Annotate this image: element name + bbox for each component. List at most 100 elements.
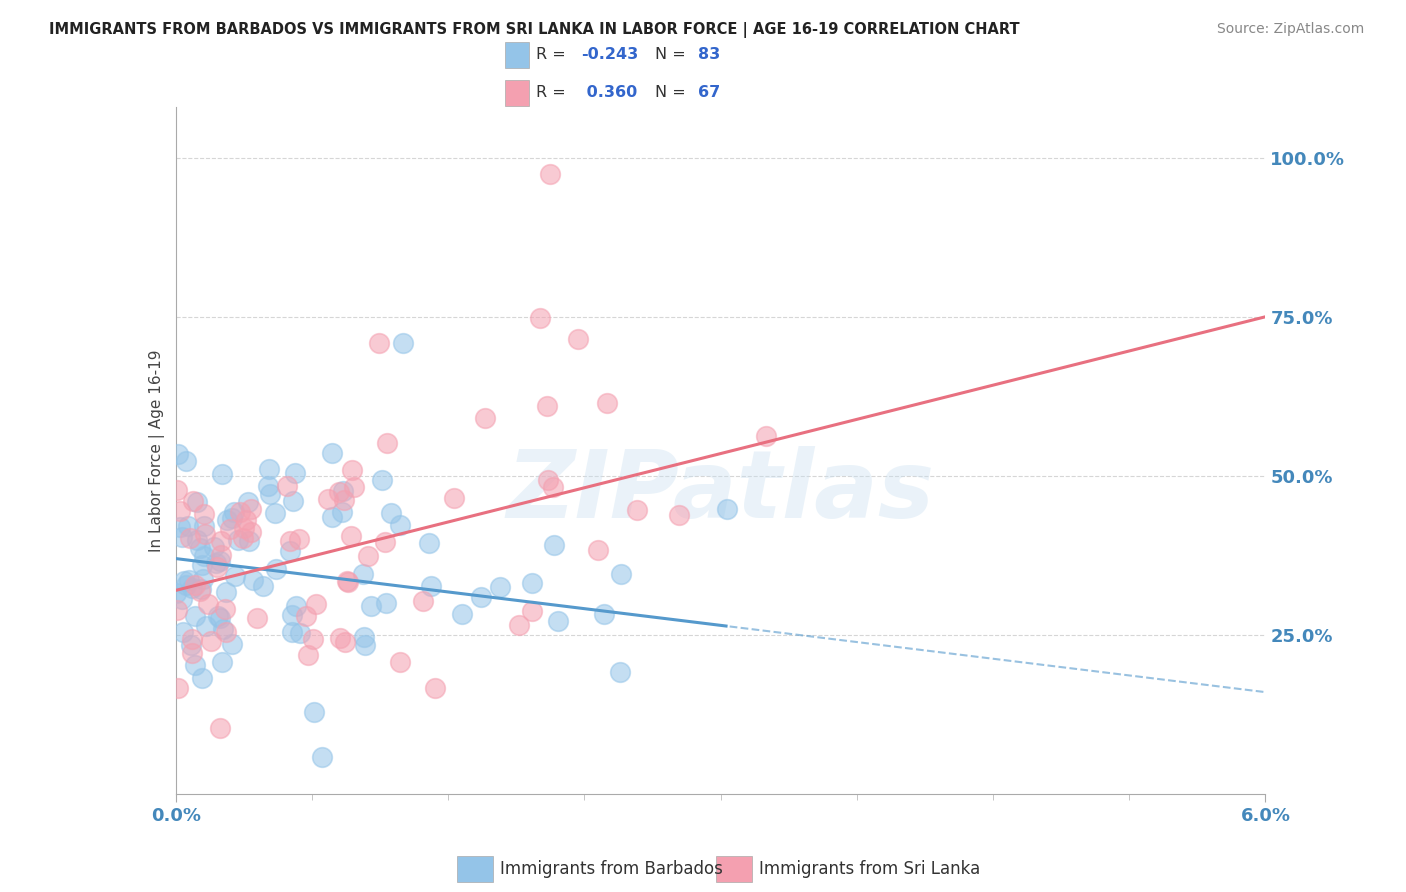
Point	[177, 573, 200, 587]
Point	[588, 543, 610, 558]
Point	[173, 574, 195, 588]
Point	[328, 484, 350, 499]
Point	[297, 648, 319, 662]
Text: Source: ZipAtlas.com: Source: ZipAtlas.com	[1216, 22, 1364, 37]
Point	[626, 503, 648, 517]
Text: 83: 83	[697, 47, 720, 62]
Point	[284, 466, 307, 480]
Point	[215, 625, 238, 640]
Point	[236, 494, 259, 508]
Point	[257, 461, 280, 475]
Point	[541, 480, 564, 494]
Point	[329, 632, 352, 646]
Point	[186, 533, 208, 547]
Point	[193, 508, 215, 522]
Point	[240, 524, 263, 539]
Point	[170, 592, 193, 607]
Point	[536, 399, 558, 413]
Point	[336, 574, 359, 588]
Point	[181, 581, 204, 595]
Point	[235, 513, 257, 527]
Text: IMMIGRANTS FROM BARBADOS VS IMMIGRANTS FROM SRI LANKA IN LABOR FORCE | AGE 16-19: IMMIGRANTS FROM BARBADOS VS IMMIGRANTS F…	[49, 22, 1019, 38]
Text: -0.243: -0.243	[582, 47, 638, 62]
Text: R =: R =	[536, 47, 571, 62]
Point	[302, 705, 325, 719]
Point	[193, 519, 215, 533]
Point	[238, 533, 260, 548]
Point	[353, 630, 375, 644]
Point	[288, 626, 311, 640]
Point	[522, 575, 544, 590]
Point	[305, 597, 328, 611]
Point	[423, 681, 446, 695]
Point	[609, 665, 631, 680]
Point	[281, 493, 304, 508]
Text: ZIPatlas: ZIPatlas	[506, 446, 935, 538]
Point	[330, 505, 353, 519]
Point	[246, 611, 269, 625]
Point	[311, 750, 333, 764]
Point	[184, 578, 207, 592]
Y-axis label: In Labor Force | Age 16-19: In Labor Force | Age 16-19	[149, 349, 165, 552]
Point	[529, 310, 551, 325]
Point	[371, 473, 394, 487]
Point	[176, 519, 198, 533]
Point	[259, 487, 281, 501]
Point	[193, 572, 215, 586]
Point	[166, 483, 188, 497]
Bar	[505, 42, 529, 68]
Point	[256, 478, 278, 492]
Point	[543, 538, 565, 552]
Point	[202, 540, 225, 554]
Point	[316, 492, 339, 507]
Point	[536, 473, 558, 487]
Point	[211, 467, 233, 481]
Point	[195, 618, 218, 632]
Point	[716, 502, 738, 516]
Point	[193, 549, 215, 563]
Point	[278, 533, 301, 548]
Point	[184, 609, 207, 624]
Point	[200, 633, 222, 648]
Point	[389, 517, 412, 532]
Text: Immigrants from Barbados: Immigrants from Barbados	[501, 860, 723, 878]
Point	[232, 531, 254, 545]
Point	[169, 504, 191, 518]
Point	[170, 530, 193, 544]
Point	[522, 603, 544, 617]
Point	[186, 495, 208, 509]
Point	[264, 506, 287, 520]
Point	[321, 509, 343, 524]
Point	[368, 335, 391, 350]
Point	[167, 447, 190, 461]
Point	[668, 508, 690, 522]
Point	[755, 428, 778, 442]
Point	[180, 639, 202, 653]
Point	[380, 506, 402, 520]
Point	[302, 632, 325, 647]
Point	[208, 554, 231, 568]
Text: N =: N =	[655, 47, 692, 62]
Point	[222, 505, 245, 519]
Point	[221, 637, 243, 651]
Point	[218, 522, 240, 536]
Point	[340, 529, 363, 543]
Point	[538, 167, 561, 181]
Point	[252, 579, 274, 593]
Point	[226, 533, 249, 548]
Point	[190, 582, 212, 596]
Point	[332, 483, 354, 498]
Point	[188, 541, 211, 556]
Point	[224, 569, 246, 583]
Point	[337, 574, 360, 589]
Point	[294, 609, 316, 624]
Point	[474, 411, 496, 425]
Point	[276, 479, 298, 493]
Point	[169, 520, 191, 534]
Point	[174, 578, 197, 592]
Point	[280, 607, 302, 622]
Point	[215, 513, 238, 527]
Point	[412, 594, 434, 608]
Text: 0.360: 0.360	[582, 86, 638, 100]
Point	[420, 579, 443, 593]
